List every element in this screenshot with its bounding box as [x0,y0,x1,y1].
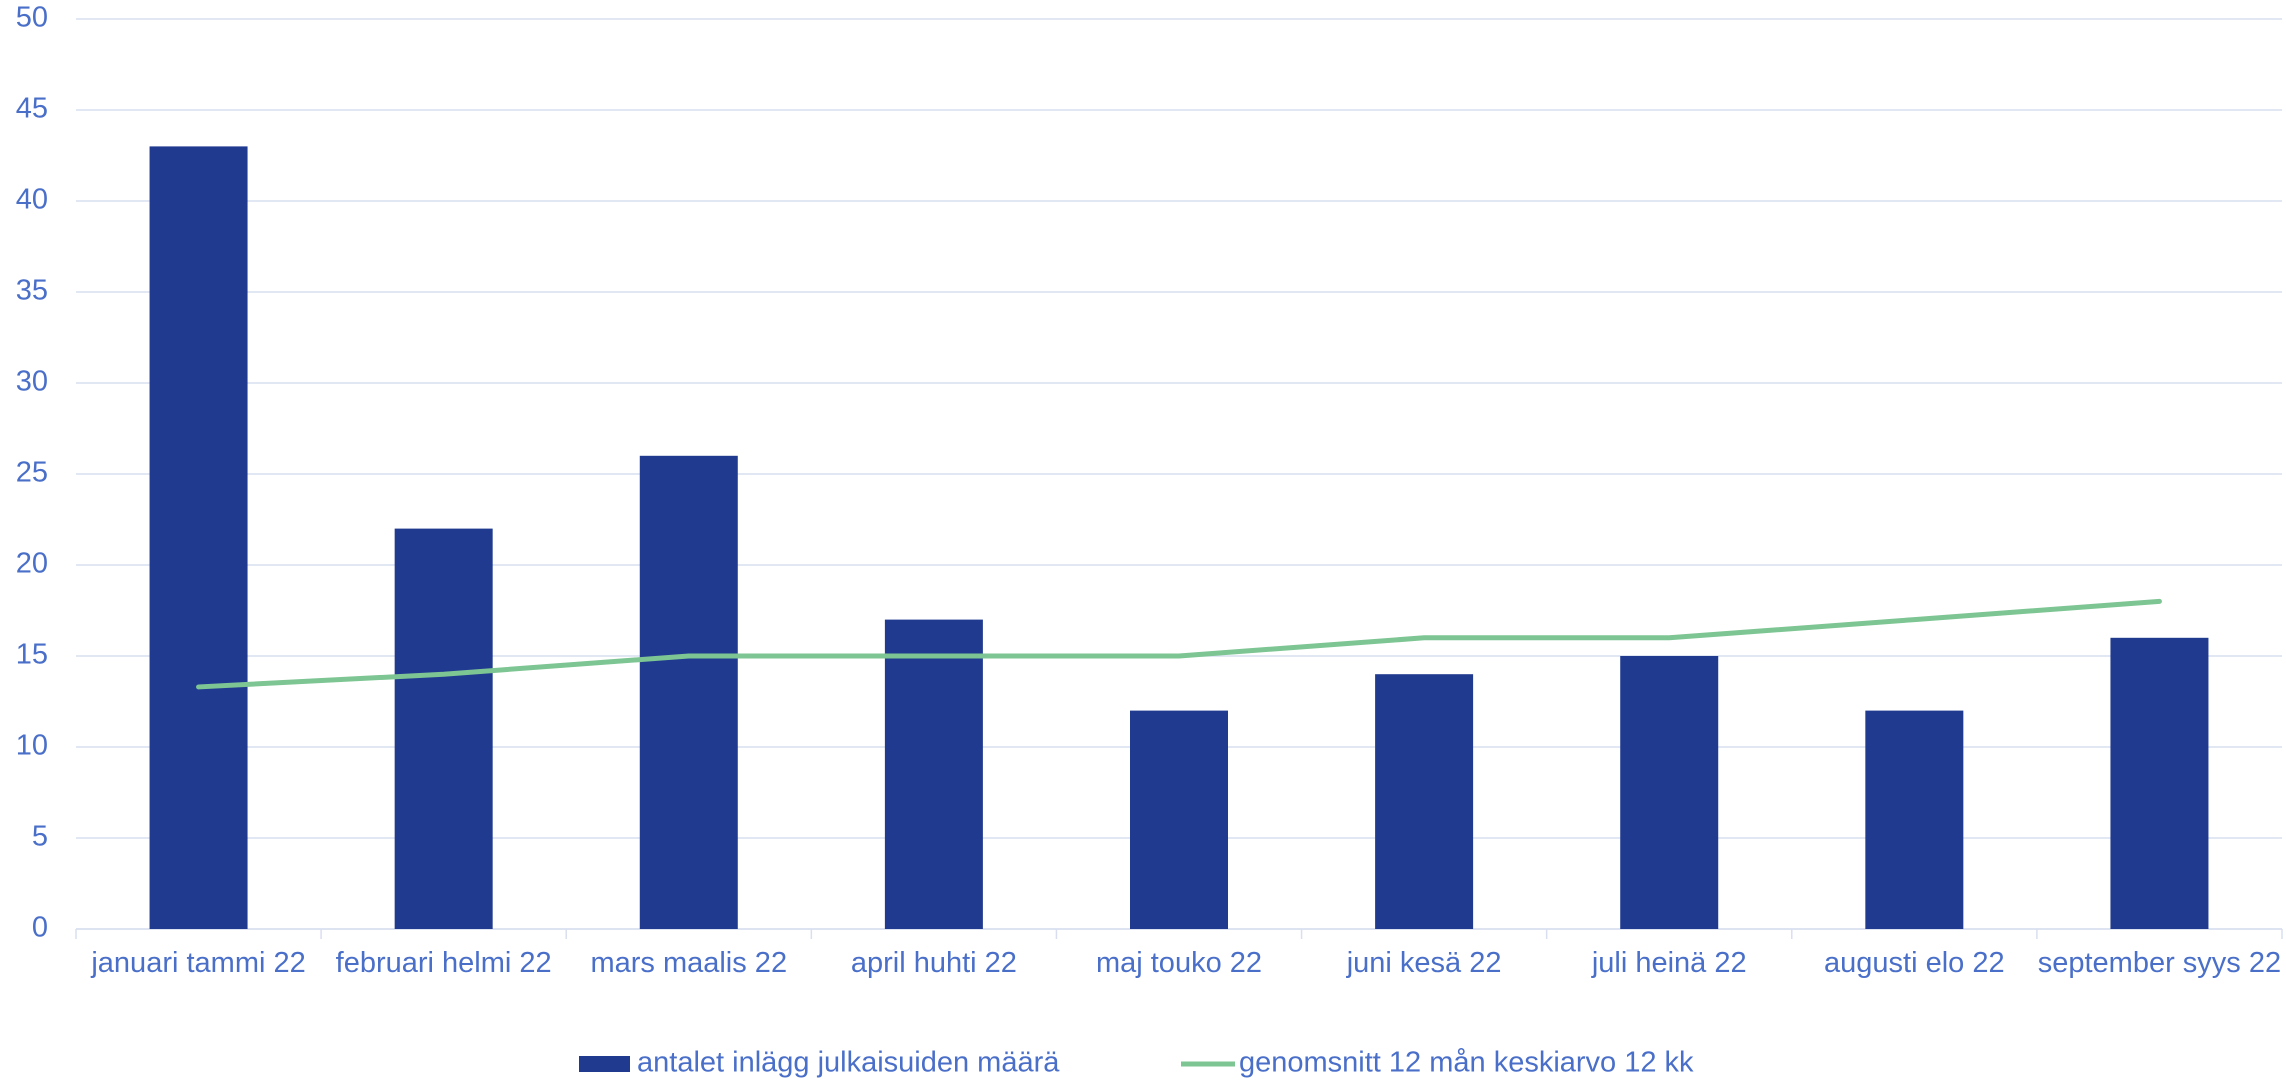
bar [1620,656,1719,929]
y-tick-label: 35 [16,275,48,307]
y-tick-label: 20 [16,548,48,580]
bar [1130,710,1228,929]
x-tick-label: februari helmi 22 [335,947,552,979]
x-tick-label: juni kesä 22 [1346,947,1502,979]
y-tick-label: 10 [16,730,48,762]
x-tick-label: januari tammi 22 [91,947,306,979]
bar [1865,710,1964,929]
y-tick-label: 25 [16,457,48,489]
x-tick-label: september syys 22 [2037,947,2282,979]
x-tick-label: maj touko 22 [1095,947,1263,979]
y-tick-label: 5 [32,821,48,853]
x-tick-label: juli heinä 22 [1591,947,1747,979]
x-tick-label: augusti elo 22 [1824,947,2005,979]
x-tick-label: mars maalis 22 [590,947,788,979]
legend-swatch [579,1056,630,1072]
line [196,598,2162,690]
y-tick-label: 0 [32,912,48,944]
y-tick-label: 45 [16,93,48,125]
legend-label: antalet inlägg julkaisuiden määrä [637,1047,1060,1079]
bar [2110,637,2209,929]
y-tick-label: 15 [16,639,48,671]
bar [1375,674,1474,929]
bar [639,455,738,929]
y-tick-label: 30 [16,366,48,398]
y-tick-label: 50 [16,2,48,34]
x-tick-label: april huhti 22 [850,947,1017,979]
bar [149,146,248,929]
legend-label: genomsnitt 12 mån keskiarvo 12 kk [1239,1047,1694,1079]
bar [884,619,983,929]
y-tick-label: 40 [16,184,48,216]
bar [394,528,493,929]
